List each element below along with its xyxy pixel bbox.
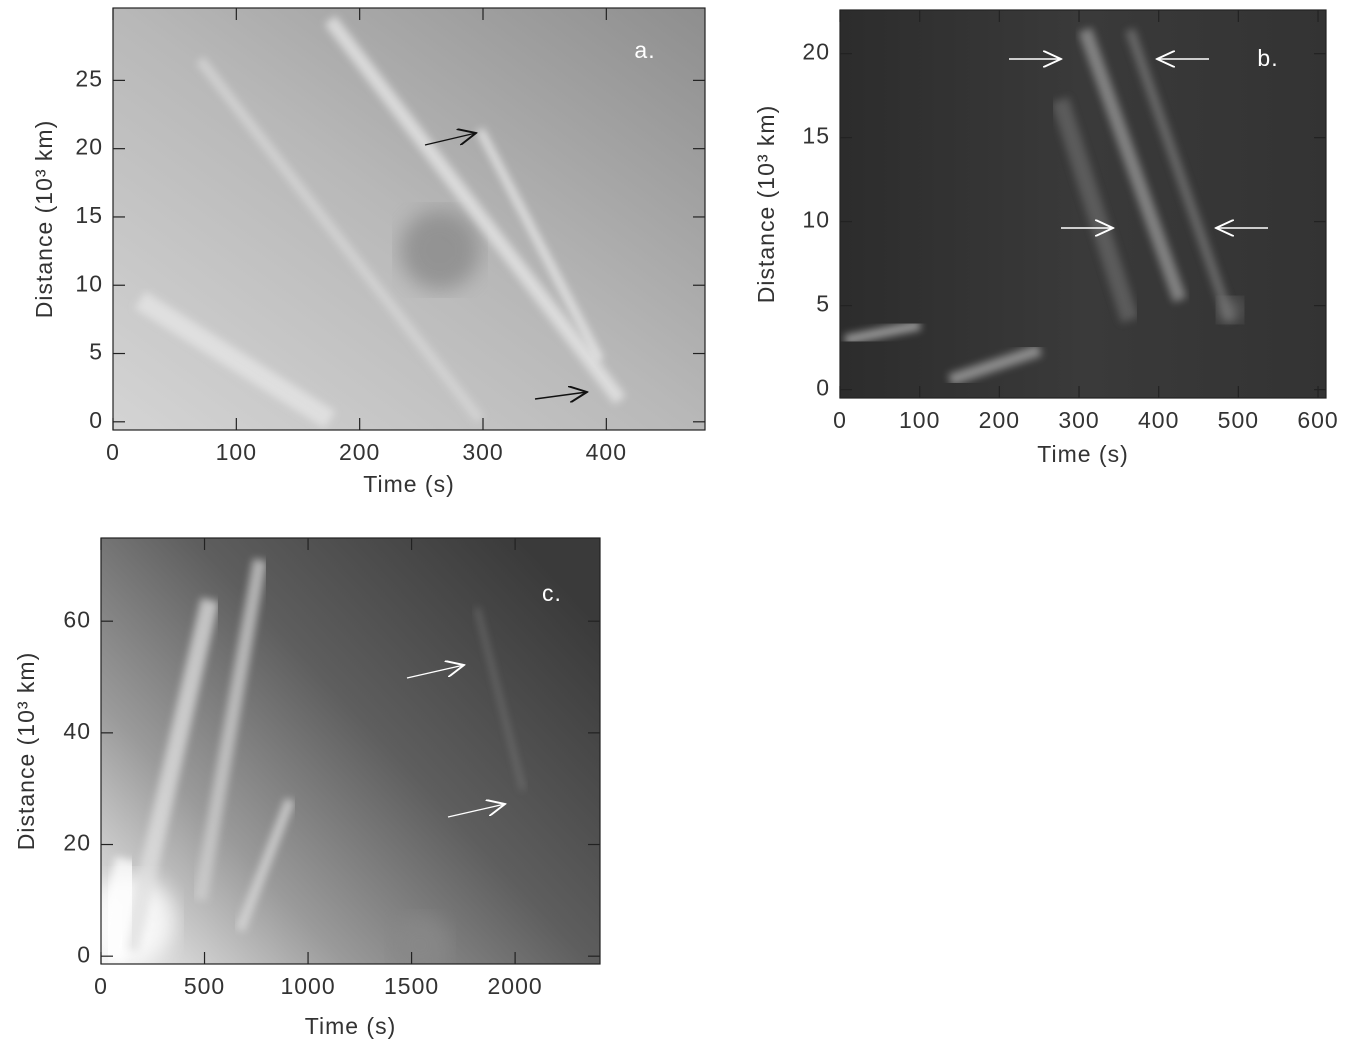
x-axis-label: Time (s) — [363, 471, 454, 497]
plot-frame — [100, 537, 601, 965]
x-tick-label: 300 — [1058, 407, 1099, 433]
arrow — [534, 392, 587, 399]
image-feature — [1078, 27, 1187, 303]
panel-annotation: b. — [1257, 45, 1278, 71]
x-axis-label: Time (s) — [305, 1013, 396, 1039]
x-tick-label: 400 — [586, 439, 627, 465]
arrow — [447, 804, 505, 818]
panel: 0 100 200 300 400 0 5 10 15 20 25 Time (s) Distance … — [31, 7, 706, 497]
y-tick-label: 5 — [816, 291, 830, 317]
x-tick-label: 0 — [833, 407, 847, 433]
x-tick-label: 500 — [1218, 407, 1259, 433]
panel-annotation: c. — [542, 580, 562, 606]
y-tick-label: 40 — [63, 718, 91, 744]
x-tick-label: 400 — [1138, 407, 1179, 433]
y-axis-label: Distance (10³ km) — [753, 105, 779, 303]
x-tick-label: 2000 — [488, 973, 543, 999]
x-tick-label: 100 — [899, 407, 940, 433]
x-tick-label: 300 — [462, 439, 503, 465]
image-feature — [235, 798, 295, 932]
y-tick-label: 15 — [802, 123, 830, 149]
image-feature — [476, 128, 604, 362]
image-feature — [196, 56, 484, 424]
image-feature — [193, 558, 267, 902]
arrow — [406, 665, 464, 679]
image-feature — [121, 597, 219, 953]
panel: 0 500 1000 1500 2000 0 20 40 60 Time (s) Distance … — [13, 537, 601, 1039]
plot-frame — [839, 9, 1327, 399]
x-tick-label: 1000 — [280, 973, 335, 999]
y-tick-label: 15 — [75, 202, 103, 228]
arrow — [424, 133, 476, 146]
y-tick-label: 5 — [89, 339, 103, 365]
y-tick-label: 60 — [63, 606, 91, 632]
image-area — [101, 538, 600, 964]
y-tick-label: 20 — [802, 39, 830, 65]
image-feature — [475, 607, 525, 791]
x-tick-label: 200 — [339, 439, 380, 465]
image-feature — [1051, 97, 1139, 323]
image-feature — [390, 915, 450, 964]
image-area — [113, 8, 705, 430]
image-feature — [948, 344, 1042, 386]
x-tick-label: 600 — [1297, 407, 1338, 433]
image-feature — [134, 291, 336, 429]
y-tick-label: 10 — [802, 207, 830, 233]
x-tick-label: 200 — [979, 407, 1020, 433]
x-tick-label: 500 — [184, 973, 225, 999]
y-axis-label: Distance (10³ km) — [31, 120, 57, 318]
y-tick-label: 0 — [77, 941, 91, 967]
y-tick-label: 20 — [63, 830, 91, 856]
x-tick-label: 0 — [106, 439, 120, 465]
x-axis-label: Time (s) — [1037, 441, 1128, 467]
y-tick-label: 10 — [75, 270, 103, 296]
image-feature — [844, 320, 921, 345]
x-tick-label: 1500 — [384, 973, 439, 999]
image-feature — [1125, 28, 1235, 322]
y-axis-label: Distance (10³ km) — [13, 652, 39, 850]
y-tick-label: 0 — [89, 407, 103, 433]
panel: 0 100 200 300 400 500 600 0 5 10 15 20 Time (s) Dista… — [753, 9, 1338, 467]
image-background — [840, 10, 1326, 398]
y-tick-label: 25 — [75, 65, 103, 91]
image-feature — [400, 210, 480, 290]
image-background — [113, 8, 705, 430]
y-tick-label: 0 — [816, 375, 830, 401]
x-tick-label: 100 — [216, 439, 257, 465]
plot-frame — [112, 7, 706, 431]
image-area — [840, 10, 1326, 398]
y-tick-label: 20 — [75, 134, 103, 160]
x-tick-label: 0 — [94, 973, 108, 999]
panel-annotation: a. — [634, 37, 655, 63]
image-feature — [101, 857, 145, 963]
image-feature — [324, 15, 626, 405]
